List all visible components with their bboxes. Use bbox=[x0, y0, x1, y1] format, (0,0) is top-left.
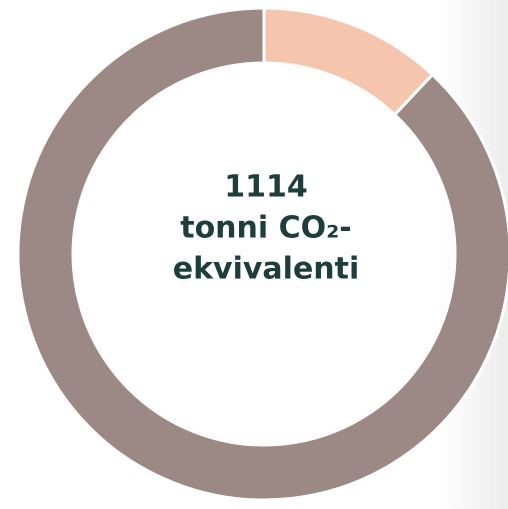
center-label: 1114 bbox=[224, 170, 308, 205]
donut-segment bbox=[16, 6, 508, 502]
center-label: ekvivalenti bbox=[173, 252, 360, 287]
donut bbox=[16, 6, 508, 502]
donut-segment bbox=[262, 6, 435, 117]
center-label: tonni CO₂- bbox=[180, 211, 352, 246]
